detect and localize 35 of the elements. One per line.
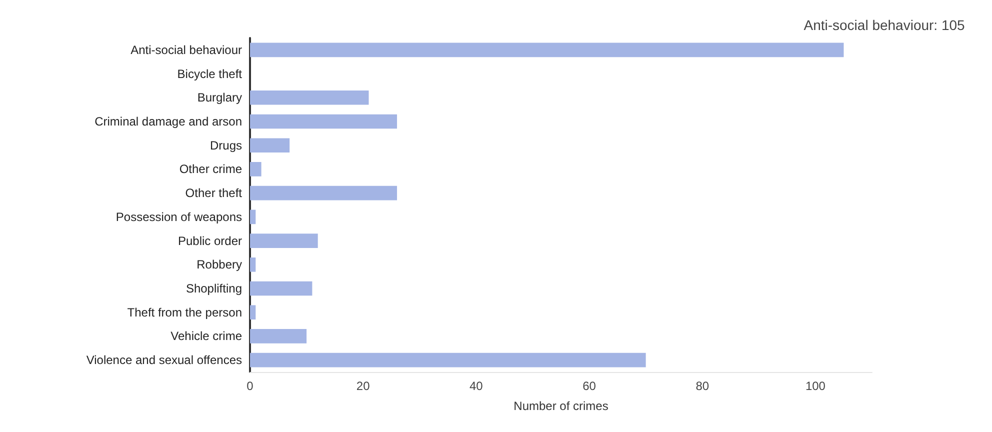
bar [250, 186, 398, 200]
x-tick-label: 0 [246, 379, 254, 393]
y-tick-label: Vehicle crime [170, 329, 242, 344]
y-tick-label: Anti-social behaviour [130, 42, 242, 57]
y-tick-label: Shoplifting [186, 282, 242, 296]
y-tick-label: Public order [178, 234, 242, 248]
y-tick-label: Criminal damage and arson [94, 114, 242, 128]
y-tick-label: Burglary [197, 90, 242, 105]
y-tick-label: Possession of weapons [116, 210, 242, 224]
x-tick-label: 60 [582, 379, 596, 393]
bar [250, 210, 256, 224]
bar [250, 90, 369, 105]
bar [250, 234, 318, 248]
x-tick-label: 100 [805, 379, 826, 393]
bar [250, 162, 262, 176]
bar [250, 281, 312, 296]
x-tick-label: 20 [356, 379, 370, 393]
y-tick-label: Violence and sexual offences [86, 353, 242, 368]
bar [250, 329, 307, 344]
x-tick-label: 80 [696, 379, 710, 393]
bar [250, 305, 256, 320]
bar [250, 138, 290, 153]
x-axis-title: Number of crimes [514, 399, 608, 413]
bar [250, 257, 256, 272]
bar [250, 114, 398, 129]
y-tick-label: Bicycle theft [177, 66, 243, 81]
x-tick-label: 40 [470, 379, 484, 393]
bar [250, 42, 844, 58]
y-tick-label: Other theft [185, 186, 243, 200]
y-tick-label: Drugs [210, 138, 242, 152]
y-tick-label: Theft from the person [127, 305, 242, 320]
bar [250, 352, 646, 368]
y-tick-label: Robbery [196, 258, 242, 272]
annotation: Anti-social behaviour: 105 [804, 16, 966, 33]
y-tick-label: Other crime [179, 162, 242, 176]
